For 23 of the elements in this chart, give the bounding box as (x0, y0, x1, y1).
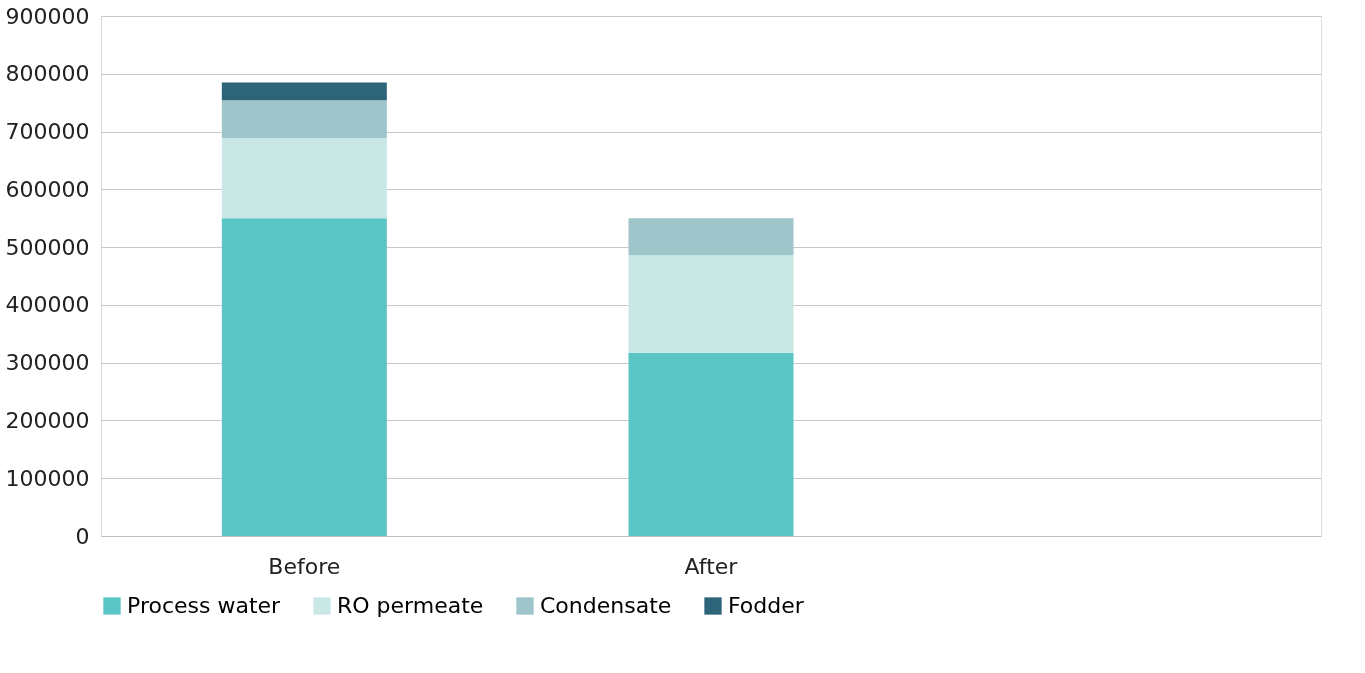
bar (221, 218, 387, 536)
y-tick-label: 200000 (5, 407, 90, 433)
y-tick-label: 500000 (5, 234, 90, 260)
x-tick-label: Before (268, 553, 341, 579)
legend-label: Condensate (540, 593, 672, 618)
y-tick-label: 600000 (5, 176, 90, 202)
y-tick-label: 900000 (5, 3, 90, 29)
y-tick-label: 300000 (5, 350, 90, 376)
y-tick-label: 100000 (5, 465, 90, 491)
y-tick-label: 0 (75, 523, 90, 549)
bar (628, 255, 794, 353)
legend-label: Fodder (728, 593, 805, 618)
bar (628, 352, 794, 536)
y-tick-label: 800000 (5, 61, 90, 87)
legend-label: RO permeate (337, 593, 484, 618)
legend-label: Process water (127, 593, 282, 618)
bar (628, 218, 794, 256)
bar (221, 100, 387, 138)
x-tick-label: After (684, 553, 739, 579)
y-tick-label: 700000 (5, 119, 90, 145)
y-tick-label: 400000 (5, 292, 90, 318)
bar (221, 82, 387, 101)
bar (221, 137, 387, 219)
